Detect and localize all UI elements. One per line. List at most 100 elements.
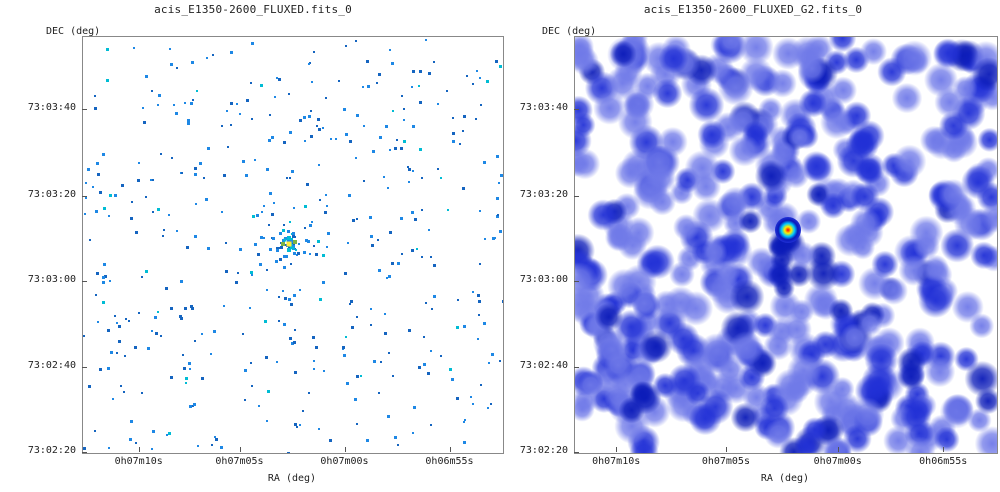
event-pixel	[269, 192, 272, 195]
event-pixel	[225, 242, 227, 244]
smoothed-blob	[941, 137, 967, 163]
event-pixel	[276, 361, 278, 363]
chart-title: acis_E1350-2600_FLUXED_G2.fits_0	[643, 3, 863, 16]
event-pixel	[276, 247, 279, 250]
source-pixel	[291, 246, 295, 250]
event-pixel	[283, 323, 286, 326]
event-pixel	[89, 239, 91, 241]
event-pixel	[378, 269, 381, 272]
event-pixel	[142, 107, 144, 109]
event-pixel	[283, 224, 285, 226]
event-pixel	[268, 224, 270, 226]
event-pixel	[498, 182, 500, 184]
event-pixel	[389, 149, 391, 151]
fluxed-image	[83, 39, 503, 453]
event-pixel	[145, 75, 148, 78]
event-pixel	[138, 312, 140, 314]
smoothed-blob	[850, 181, 880, 212]
event-pixel	[194, 167, 197, 170]
x-tick-mark	[344, 447, 346, 452]
event-pixel	[284, 297, 287, 300]
event-pixel	[94, 95, 96, 97]
event-pixel	[396, 139, 398, 141]
source-pixel	[293, 240, 297, 244]
event-pixel	[180, 317, 183, 320]
event-pixel	[154, 316, 157, 319]
event-pixel	[157, 311, 159, 313]
event-pixel	[297, 252, 300, 255]
event-pixel	[189, 405, 192, 408]
event-pixel	[287, 452, 290, 453]
event-pixel	[421, 256, 423, 258]
event-pixel	[456, 397, 459, 400]
event-pixel	[206, 57, 208, 59]
event-pixel	[137, 179, 140, 182]
smoothed-blob	[575, 262, 598, 298]
event-pixel	[201, 377, 204, 380]
event-pixel	[294, 329, 296, 331]
event-pixel	[366, 60, 369, 63]
event-pixel	[143, 121, 146, 124]
event-pixel	[242, 333, 244, 335]
event-pixel	[370, 308, 372, 310]
image-plot[interactable]	[82, 36, 504, 454]
smoothed-blob	[728, 330, 764, 366]
event-pixel	[348, 194, 351, 197]
event-pixel	[351, 326, 354, 329]
event-pixel	[463, 325, 466, 328]
event-pixel	[487, 407, 489, 409]
event-pixel	[309, 253, 311, 255]
event-pixel	[475, 118, 477, 120]
event-pixel	[92, 186, 94, 188]
event-pixel	[437, 103, 439, 105]
event-pixel	[152, 211, 154, 213]
event-pixel	[197, 445, 199, 447]
event-pixel	[189, 368, 191, 370]
smoothed-blob	[593, 91, 627, 125]
smoothed-blob	[667, 363, 702, 398]
event-pixel	[109, 194, 112, 197]
event-pixel	[160, 153, 162, 155]
event-pixel	[107, 329, 110, 332]
event-pixel	[378, 392, 380, 394]
y-tick-mark	[82, 281, 87, 283]
event-pixel	[196, 90, 198, 92]
smoothed-blob	[668, 261, 695, 288]
smoothed-blob	[879, 276, 909, 305]
smoothed-blob	[794, 433, 820, 453]
image-plot[interactable]	[574, 36, 998, 454]
event-pixel	[418, 85, 420, 87]
event-pixel	[194, 235, 197, 238]
smoothed-blob	[917, 282, 954, 319]
event-pixel	[293, 252, 296, 255]
event-pixel	[312, 336, 315, 339]
event-pixel	[282, 229, 285, 232]
event-pixel	[251, 274, 253, 276]
event-pixel	[345, 133, 348, 136]
event-pixel	[412, 432, 414, 434]
event-pixel	[289, 131, 292, 134]
event-pixel	[288, 93, 290, 95]
event-pixel	[274, 96, 276, 98]
smoothed-blob	[575, 112, 596, 138]
event-pixel	[239, 113, 241, 115]
event-pixel	[289, 221, 291, 223]
event-pixel	[299, 424, 301, 426]
event-pixel	[290, 303, 293, 306]
event-pixel	[311, 221, 313, 223]
event-pixel	[185, 377, 188, 380]
event-pixel	[472, 291, 474, 293]
event-pixel	[221, 125, 223, 127]
x-tick-mark	[449, 447, 451, 452]
event-pixel	[170, 63, 173, 66]
smoothed-blob	[575, 396, 595, 422]
event-pixel	[273, 202, 275, 204]
y-tick-label: 73:03:00	[27, 274, 76, 286]
smoothed-blob	[577, 371, 604, 399]
event-pixel	[87, 168, 90, 171]
event-pixel	[466, 75, 468, 77]
event-pixel	[203, 177, 205, 179]
event-pixel	[472, 83, 474, 85]
event-pixel	[388, 275, 391, 278]
event-pixel	[294, 423, 297, 426]
